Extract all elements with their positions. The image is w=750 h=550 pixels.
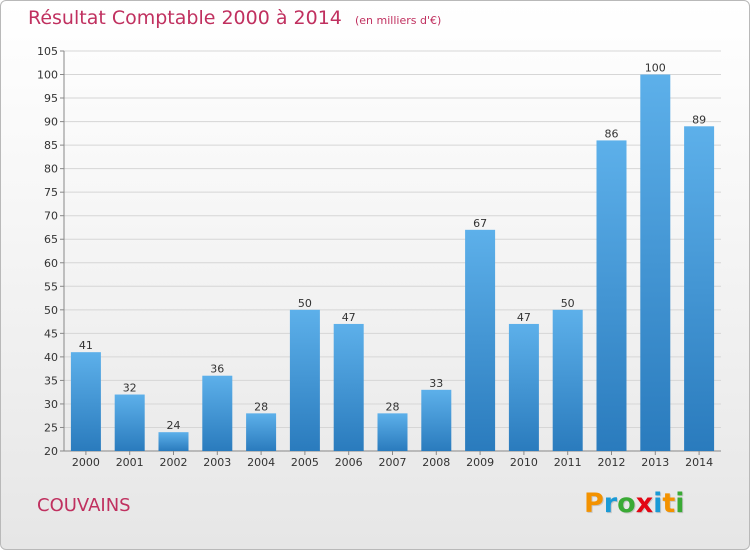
- data-label: 50: [298, 297, 312, 310]
- y-tick-label: 45: [44, 327, 58, 340]
- x-tick-label: 2007: [379, 456, 407, 469]
- bar: [552, 309, 583, 451]
- x-tick-label: 2011: [554, 456, 582, 469]
- logo-letter: i: [675, 488, 685, 519]
- logo-letter: o: [617, 488, 636, 519]
- y-tick-label: 100: [37, 69, 58, 82]
- data-label: 28: [386, 400, 400, 413]
- data-label: 50: [561, 297, 575, 310]
- x-tick-label: 2008: [422, 456, 450, 469]
- bar-layer: [70, 74, 715, 452]
- bar: [640, 74, 671, 451]
- x-tick-label: 2006: [335, 456, 363, 469]
- y-tick-label: 80: [44, 163, 58, 176]
- bar: [70, 352, 101, 451]
- y-tick-label: 20: [44, 445, 58, 458]
- commune-name: COUVAINS: [37, 495, 131, 516]
- data-label: 32: [123, 382, 137, 395]
- proxiti-logo: Proxiti: [584, 488, 685, 519]
- bar: [684, 126, 715, 451]
- bar: [596, 140, 627, 452]
- title-row: Résultat Comptable 2000 à 2014 (en milli…: [28, 7, 441, 29]
- x-tick-label: 2000: [72, 456, 100, 469]
- x-tick-label: 2002: [160, 456, 188, 469]
- logo-letter: t: [662, 488, 676, 519]
- y-tick-label: 25: [44, 421, 58, 434]
- data-label: 67: [473, 217, 487, 230]
- y-tick-label: 85: [44, 139, 58, 152]
- y-tick-label: 60: [44, 257, 58, 270]
- bar: [421, 389, 452, 451]
- bar: [246, 413, 277, 451]
- x-tick-label: 2005: [291, 456, 319, 469]
- y-tick-label: 75: [44, 186, 58, 199]
- bar: [114, 394, 145, 451]
- chart-subtitle: (en milliers d'€): [354, 14, 442, 27]
- y-tick-label: 55: [44, 280, 58, 293]
- y-tick-label: 30: [44, 398, 58, 411]
- y-tick-label: 95: [44, 92, 58, 105]
- axis-layer: 20 25 30 35 40 45 50 55 60 65 70 75 80 85 90 95 100 105 20…: [37, 45, 721, 469]
- data-label: 33: [429, 377, 443, 390]
- bar: [289, 309, 320, 451]
- chart-title: Résultat Comptable 2000 à 2014: [28, 7, 342, 29]
- bar: [202, 375, 233, 451]
- bar: [508, 323, 539, 451]
- data-label: 47: [342, 311, 356, 324]
- data-label: 36: [210, 363, 224, 376]
- y-tick-label: 65: [44, 233, 58, 246]
- y-tick-label: 90: [44, 116, 58, 129]
- data-label: 24: [167, 419, 181, 432]
- data-label: 41: [79, 339, 93, 352]
- x-tick-label: 2012: [598, 456, 626, 469]
- data-label: 28: [254, 400, 268, 413]
- data-label: 86: [605, 127, 619, 140]
- data-label: 100: [645, 62, 666, 75]
- logo-letter: P: [584, 488, 604, 519]
- logo-letter: x: [635, 488, 654, 519]
- logo-letter: r: [603, 488, 618, 519]
- data-label: 47: [517, 311, 531, 324]
- x-tick-label: 2013: [641, 456, 669, 469]
- bar: [333, 323, 364, 451]
- logo-letter: i: [653, 488, 663, 519]
- x-tick-label: 2010: [510, 456, 538, 469]
- y-tick-label: 50: [44, 304, 58, 317]
- bar: [465, 229, 496, 451]
- x-tick-label: 2014: [685, 456, 713, 469]
- bar: [158, 432, 189, 451]
- label-layer: 41 32 24 36 28 50 47 28 33 67 47 50 86 100 89: [79, 62, 706, 433]
- x-tick-label: 2003: [203, 456, 231, 469]
- y-tick-label: 70: [44, 210, 58, 223]
- y-tick-label: 35: [44, 374, 58, 387]
- x-tick-label: 2004: [247, 456, 275, 469]
- y-tick-label: 40: [44, 351, 58, 364]
- bar: [377, 413, 408, 451]
- data-label: 89: [692, 113, 706, 126]
- y-tick-label: 105: [37, 45, 58, 58]
- x-tick-label: 2009: [466, 456, 494, 469]
- x-tick-label: 2001: [116, 456, 144, 469]
